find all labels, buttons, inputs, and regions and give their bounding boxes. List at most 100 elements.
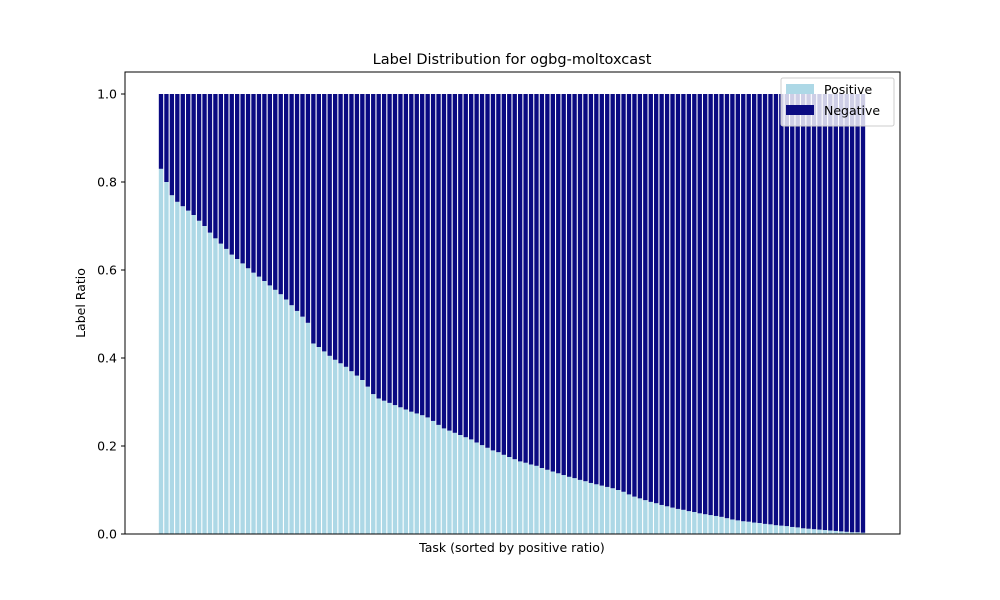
bar-positive-5 <box>186 210 191 534</box>
bar-negative-28 <box>311 94 316 344</box>
bar-negative-91 <box>654 94 659 504</box>
bar-positive-70 <box>539 468 545 534</box>
bar-positive-112 <box>768 524 773 534</box>
bar-positive-74 <box>561 475 566 534</box>
bar-negative-47 <box>414 94 419 414</box>
bar-positive-119 <box>806 528 811 534</box>
bar-positive-113 <box>773 525 779 534</box>
bar-positive-50 <box>430 420 436 534</box>
bar-negative-66 <box>517 94 523 462</box>
bar-positive-27 <box>305 322 311 534</box>
bar-positive-18 <box>256 276 262 534</box>
bar-positive-115 <box>784 526 789 534</box>
bar-negative-3 <box>175 94 180 202</box>
bar-negative-88 <box>637 94 643 499</box>
bar-negative-24 <box>289 94 294 306</box>
bar-positive-72 <box>550 471 555 534</box>
bar-positive-110 <box>757 523 762 534</box>
bar-positive-52 <box>441 428 447 534</box>
bar-negative-33 <box>338 94 343 364</box>
bar-positive-92 <box>659 504 664 534</box>
bar-positive-91 <box>654 503 659 534</box>
bar-positive-56 <box>463 437 468 534</box>
bar-negative-93 <box>664 94 670 507</box>
bar-negative-84 <box>615 94 621 490</box>
bar-negative-103 <box>719 94 724 517</box>
bar-positive-69 <box>534 465 539 534</box>
bar-positive-38 <box>365 386 370 534</box>
bar-negative-86 <box>626 94 632 495</box>
bar-negative-80 <box>594 94 599 485</box>
bar-positive-80 <box>594 484 599 534</box>
y-tick-label-3: 0.6 <box>97 263 117 278</box>
bar-negative-37 <box>360 94 365 380</box>
bar-negative-60 <box>485 94 490 448</box>
bar-positive-105 <box>730 519 735 534</box>
bar-negative-119 <box>806 94 811 529</box>
bar-negative-46 <box>409 94 414 412</box>
bar-negative-73 <box>556 94 561 474</box>
bar-positive-37 <box>360 380 365 534</box>
bar-positive-109 <box>751 522 757 534</box>
bar-negative-129 <box>860 94 866 533</box>
bar-positive-76 <box>572 478 577 534</box>
bar-negative-2 <box>169 94 175 196</box>
bar-positive-104 <box>724 518 730 534</box>
bar-negative-78 <box>583 94 588 482</box>
bar-positive-83 <box>610 488 615 534</box>
bar-negative-75 <box>566 94 572 477</box>
bar-positive-45 <box>403 409 409 534</box>
bar-negative-26 <box>300 94 305 317</box>
bar-positive-99 <box>697 513 702 534</box>
bar-negative-18 <box>256 94 262 277</box>
bar-positive-22 <box>278 294 283 534</box>
bar-negative-10 <box>213 94 218 239</box>
bar-positive-7 <box>196 220 202 534</box>
bar-positive-34 <box>343 366 349 534</box>
bar-negative-115 <box>784 94 789 527</box>
bar-negative-40 <box>376 94 381 399</box>
bar-negative-98 <box>692 94 697 512</box>
bar-negative-51 <box>436 94 441 425</box>
bar-positive-32 <box>332 359 338 534</box>
y-axis: 0.0 0.2 0.4 0.6 0.8 1.0 <box>97 87 125 542</box>
bar-negative-34 <box>343 94 349 367</box>
bar-positive-40 <box>376 398 381 534</box>
bar-positive-65 <box>512 459 517 534</box>
bar-negative-65 <box>512 94 517 460</box>
bar-positive-46 <box>409 411 414 534</box>
bar-positive-111 <box>762 523 768 534</box>
bar-negative-81 <box>599 94 604 486</box>
bar-negative-121 <box>817 94 822 530</box>
bar-negative-92 <box>659 94 664 505</box>
bar-negative-106 <box>735 94 741 521</box>
legend: Positive Negative <box>780 77 895 127</box>
bars-group <box>158 94 866 535</box>
bar-positive-127 <box>849 532 855 534</box>
bar-negative-58 <box>474 94 479 443</box>
bar-negative-97 <box>686 94 692 512</box>
bar-positive-31 <box>327 355 332 534</box>
legend-swatch-positive <box>786 84 814 94</box>
bar-positive-4 <box>180 206 185 534</box>
chart-title: Label Distribution for ogbg-moltoxcast <box>373 52 652 68</box>
bar-positive-64 <box>507 457 512 534</box>
bar-negative-29 <box>316 94 321 347</box>
bar-negative-1 <box>164 94 169 182</box>
bar-negative-101 <box>708 94 713 516</box>
y-tick-label-2: 0.4 <box>97 351 117 366</box>
bar-positive-126 <box>844 531 849 534</box>
bar-positive-57 <box>469 439 474 534</box>
bar-negative-69 <box>534 94 539 466</box>
bar-negative-39 <box>371 94 376 395</box>
bar-positive-117 <box>795 527 800 534</box>
bar-positive-59 <box>479 445 485 534</box>
bar-negative-105 <box>730 94 735 520</box>
bar-positive-63 <box>501 454 507 534</box>
bar-negative-7 <box>196 94 202 221</box>
bar-negative-5 <box>186 94 191 211</box>
bar-negative-96 <box>681 94 686 510</box>
bar-negative-22 <box>278 94 283 295</box>
bar-negative-21 <box>273 94 278 290</box>
